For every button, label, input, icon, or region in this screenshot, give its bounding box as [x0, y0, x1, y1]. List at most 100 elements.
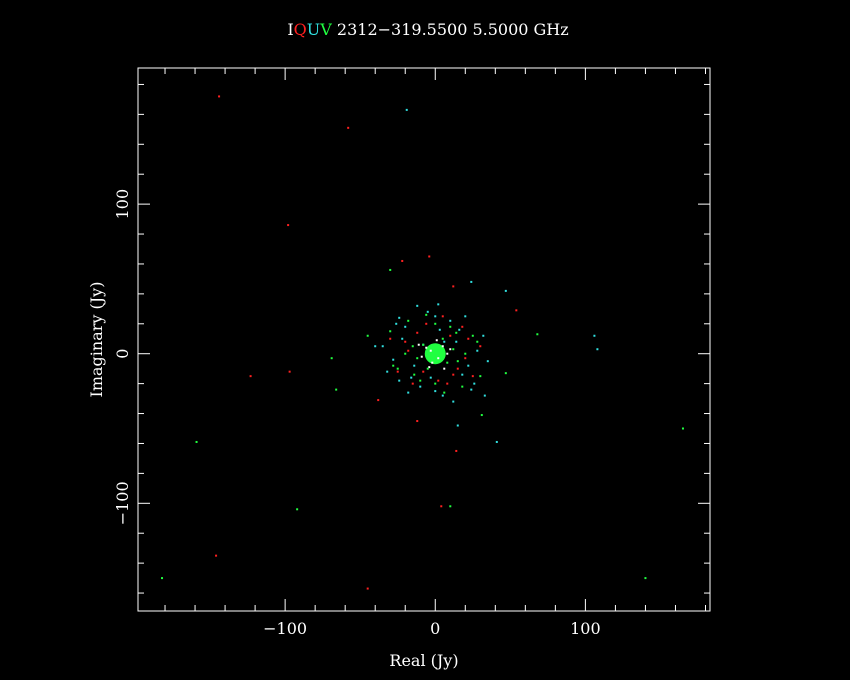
point-Q [479, 345, 482, 348]
point-Q [471, 375, 474, 378]
point-Q [404, 340, 407, 343]
point-V [195, 440, 198, 443]
y-tick-label: 0 [113, 349, 132, 359]
point-I [425, 346, 428, 349]
point-V [392, 364, 395, 367]
data-points [161, 95, 684, 590]
point-Q [464, 357, 467, 360]
point-I [417, 343, 420, 346]
point-Q [449, 334, 452, 337]
point-U [470, 388, 473, 391]
point-U [405, 108, 408, 111]
point-V [413, 373, 416, 376]
point-V [161, 577, 164, 580]
point-Q [456, 367, 459, 370]
point-I [446, 352, 449, 355]
point-V [681, 427, 684, 430]
title-part-2: U [307, 20, 320, 39]
point-U [374, 345, 377, 348]
x-axis-label: Real (Jy) [389, 651, 458, 670]
point-I [449, 348, 452, 351]
point-U [456, 424, 459, 427]
point-Q [288, 370, 291, 373]
point-I [443, 367, 446, 370]
point-U [443, 340, 446, 343]
point-Q [347, 126, 350, 129]
point-Q [366, 587, 369, 590]
point-U [398, 316, 401, 319]
point-U [593, 334, 596, 337]
point-Q [401, 259, 404, 262]
point-U [483, 394, 486, 397]
point-U [404, 325, 407, 328]
point-V [404, 352, 407, 355]
point-I [428, 366, 431, 369]
point-U [458, 328, 461, 331]
point-V [330, 357, 333, 360]
point-V [416, 357, 419, 360]
point-U [596, 348, 599, 351]
point-Q [218, 95, 221, 98]
point-U [438, 328, 441, 331]
point-Q [407, 349, 410, 352]
point-V [536, 333, 539, 336]
point-I [437, 357, 440, 360]
point-U [467, 364, 470, 367]
point-Q [249, 375, 252, 378]
point-Q [215, 554, 218, 557]
point-V [425, 313, 428, 316]
point-U [429, 376, 432, 379]
point-U [504, 289, 507, 292]
point-Q [455, 449, 458, 452]
point-I [429, 349, 432, 352]
chart-title-text: IQUV 2312−319.5500 5.5000 GHz [287, 20, 568, 39]
x-tick-label: 100 [570, 619, 601, 638]
point-I [435, 339, 438, 342]
point-U [473, 382, 476, 385]
point-U [381, 345, 384, 348]
point-U [495, 440, 498, 443]
point-V [389, 268, 392, 271]
point-U [476, 349, 479, 352]
point-V [396, 367, 399, 370]
point-V [479, 375, 482, 378]
point-U [449, 319, 452, 322]
point-Q [452, 285, 455, 288]
point-U [395, 322, 398, 325]
point-Q [461, 325, 464, 328]
point-Q [437, 379, 440, 382]
point-V [422, 343, 425, 346]
point-Q [377, 399, 380, 402]
point-U [386, 370, 389, 373]
point-V [419, 379, 422, 382]
point-Q [422, 370, 425, 373]
point-V [449, 505, 452, 508]
point-U [392, 358, 395, 361]
point-V [426, 367, 429, 370]
point-V [471, 334, 474, 337]
point-V [461, 385, 464, 388]
point-V [449, 325, 452, 328]
point-V [441, 337, 444, 340]
point-U [482, 334, 485, 337]
tick-labels: −100 0 100 −100 0 100 [113, 189, 601, 638]
point-U [437, 303, 440, 306]
point-U [455, 340, 458, 343]
point-U [486, 360, 489, 363]
core-blob [424, 343, 446, 365]
point-U [413, 364, 416, 367]
point-U [426, 310, 429, 313]
point-Q [396, 370, 399, 373]
point-Q [441, 315, 444, 318]
point-Q [515, 309, 518, 312]
point-U [398, 379, 401, 382]
point-V [443, 391, 446, 394]
point-V [407, 319, 410, 322]
point-V [455, 331, 458, 334]
point-V [296, 508, 299, 511]
point-V [456, 360, 459, 363]
point-U [407, 391, 410, 394]
point-I [431, 361, 434, 364]
point-V [476, 340, 479, 343]
